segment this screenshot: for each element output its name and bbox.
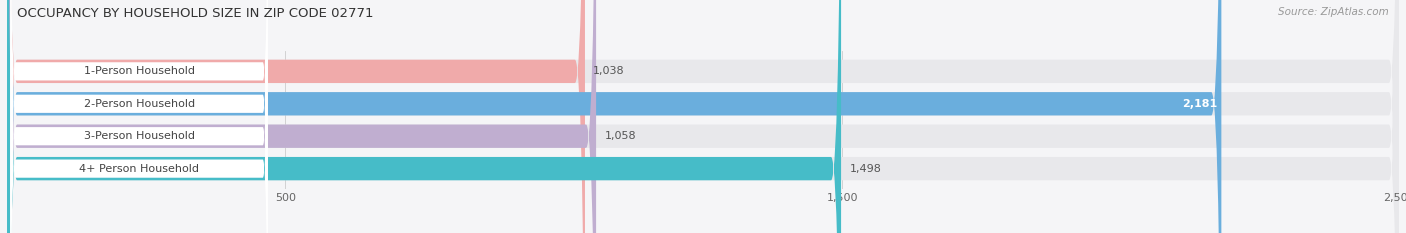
FancyBboxPatch shape: [7, 0, 585, 233]
FancyBboxPatch shape: [7, 0, 1399, 233]
FancyBboxPatch shape: [10, 0, 269, 233]
FancyBboxPatch shape: [10, 0, 269, 233]
FancyBboxPatch shape: [7, 0, 1399, 233]
FancyBboxPatch shape: [7, 0, 596, 233]
Text: 2,181: 2,181: [1181, 99, 1218, 109]
Text: 1,498: 1,498: [849, 164, 882, 174]
Text: Source: ZipAtlas.com: Source: ZipAtlas.com: [1278, 7, 1389, 17]
FancyBboxPatch shape: [7, 0, 1399, 233]
FancyBboxPatch shape: [7, 0, 841, 233]
Text: 1,038: 1,038: [593, 66, 624, 76]
Text: OCCUPANCY BY HOUSEHOLD SIZE IN ZIP CODE 02771: OCCUPANCY BY HOUSEHOLD SIZE IN ZIP CODE …: [17, 7, 374, 20]
FancyBboxPatch shape: [7, 0, 1399, 233]
FancyBboxPatch shape: [7, 0, 1222, 233]
Text: 2-Person Household: 2-Person Household: [83, 99, 194, 109]
FancyBboxPatch shape: [10, 0, 269, 233]
Text: 3-Person Household: 3-Person Household: [83, 131, 194, 141]
Text: 1-Person Household: 1-Person Household: [83, 66, 194, 76]
Text: 1,058: 1,058: [605, 131, 636, 141]
FancyBboxPatch shape: [10, 0, 269, 233]
Text: 4+ Person Household: 4+ Person Household: [79, 164, 200, 174]
